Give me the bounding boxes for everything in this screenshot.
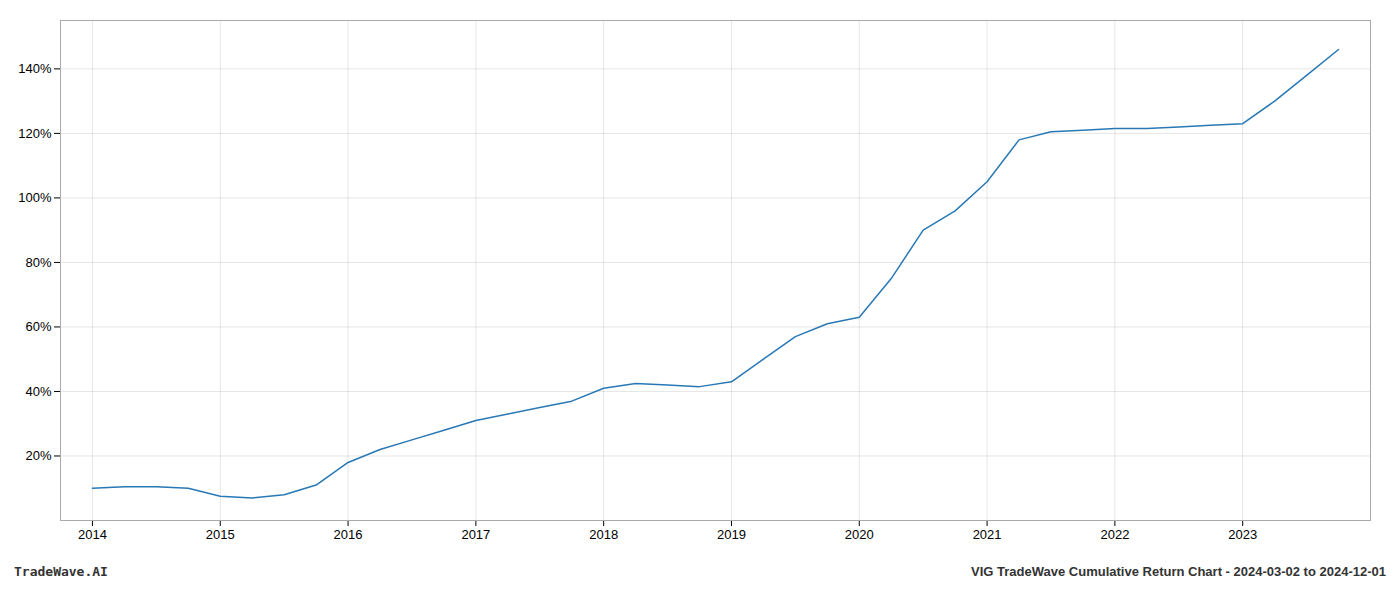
svg-text:40%: 40% <box>25 384 51 399</box>
svg-text:2015: 2015 <box>206 527 235 542</box>
svg-text:120%: 120% <box>18 126 52 141</box>
svg-text:2014: 2014 <box>78 527 107 542</box>
svg-text:2016: 2016 <box>334 527 363 542</box>
svg-text:60%: 60% <box>25 319 51 334</box>
svg-text:20%: 20% <box>25 448 51 463</box>
svg-text:2020: 2020 <box>845 527 874 542</box>
html-text:TradeWave.AI: TradeWave.AI <box>14 564 108 579</box>
svg-text:2021: 2021 <box>973 527 1002 542</box>
svg-text:100%: 100% <box>18 190 52 205</box>
svg-text:80%: 80% <box>25 255 51 270</box>
svg-text:140%: 140% <box>18 61 52 76</box>
svg-text:2022: 2022 <box>1100 527 1129 542</box>
svg-text:2017: 2017 <box>461 527 490 542</box>
html-text:VIG TradeWave Cumulative Retur: VIG TradeWave Cumulative Return Chart - … <box>971 564 1386 579</box>
svg-text:2018: 2018 <box>589 527 618 542</box>
svg-text:2023: 2023 <box>1228 527 1257 542</box>
svg-text:2019: 2019 <box>717 527 746 542</box>
